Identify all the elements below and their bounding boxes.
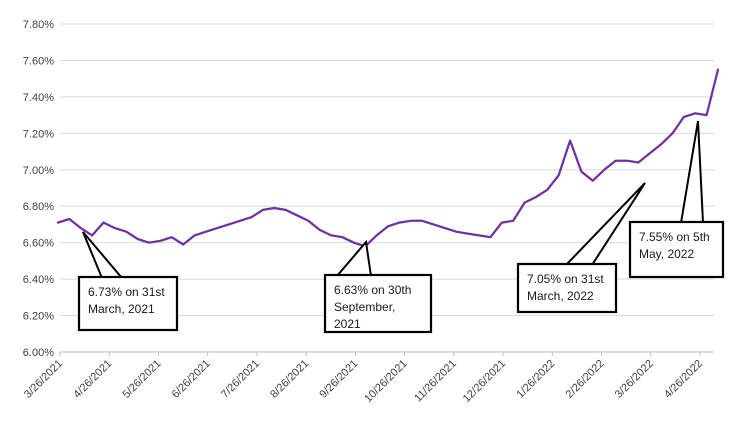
annotation-pointer — [679, 120, 705, 224]
x-axis-tick-label: 1/26/2022 — [514, 358, 557, 401]
annotation-text: 6.73% on 31st — [88, 285, 165, 299]
x-axis-tick-label: 4/26/2022 — [662, 358, 705, 401]
y-axis-tick-label: 6.40% — [23, 274, 54, 286]
annotation-text: 2021 — [334, 317, 361, 331]
annotation-text: March, 2021 — [88, 302, 155, 316]
annotation-text: 7.05% on 31st — [527, 272, 604, 286]
y-axis-tick-label: 6.00% — [23, 347, 54, 359]
y-axis-tick-label: 7.40% — [23, 92, 54, 104]
annotation-box — [516, 262, 618, 314]
y-axis-tick-label: 7.60% — [23, 55, 54, 67]
x-axis-tick-label: 8/26/2021 — [268, 358, 311, 401]
annotation-text: September, — [334, 300, 395, 314]
x-axis-tick-label: 7/26/2021 — [219, 358, 262, 401]
annotation-pointer — [334, 239, 373, 277]
x-axis-tick-label: 10/26/2021 — [362, 358, 409, 405]
x-axis-tick-label: 3/26/2022 — [613, 358, 656, 401]
x-axis-tick-label: 2/26/2022 — [564, 358, 607, 401]
y-axis-tick-label: 7.00% — [23, 165, 54, 177]
annotation-pointer — [82, 231, 125, 279]
annotation-text: 6.63% on 30th — [334, 283, 411, 297]
x-axis-tick-label: 4/26/2021 — [71, 358, 114, 401]
annotation-box — [77, 275, 179, 332]
annotation-box — [323, 273, 433, 334]
x-axis-tick-label: 5/26/2021 — [120, 358, 163, 401]
x-axis-tick-label: 11/26/2021 — [412, 358, 459, 405]
x-axis-tick-label: 6/26/2021 — [170, 358, 213, 401]
y-axis-tick-label: 7.80% — [23, 19, 54, 31]
annotation-box — [628, 220, 725, 279]
x-axis-tick-label: 3/26/2021 — [22, 358, 65, 401]
annotation-text: May, 2022 — [639, 247, 694, 261]
y-axis-tick-label: 7.20% — [23, 128, 54, 140]
annotation-text: March, 2022 — [527, 289, 594, 303]
data-line — [56, 68, 720, 248]
y-axis-tick-label: 6.80% — [23, 201, 54, 213]
x-axis-tick-label: 9/26/2021 — [317, 358, 360, 401]
x-axis-tick-label: 12/26/2021 — [461, 358, 508, 405]
annotation-text: 7.55% on 5th — [639, 230, 710, 244]
y-axis-tick-label: 6.60% — [23, 238, 54, 250]
y-axis-tick-label: 6.20% — [23, 311, 54, 323]
